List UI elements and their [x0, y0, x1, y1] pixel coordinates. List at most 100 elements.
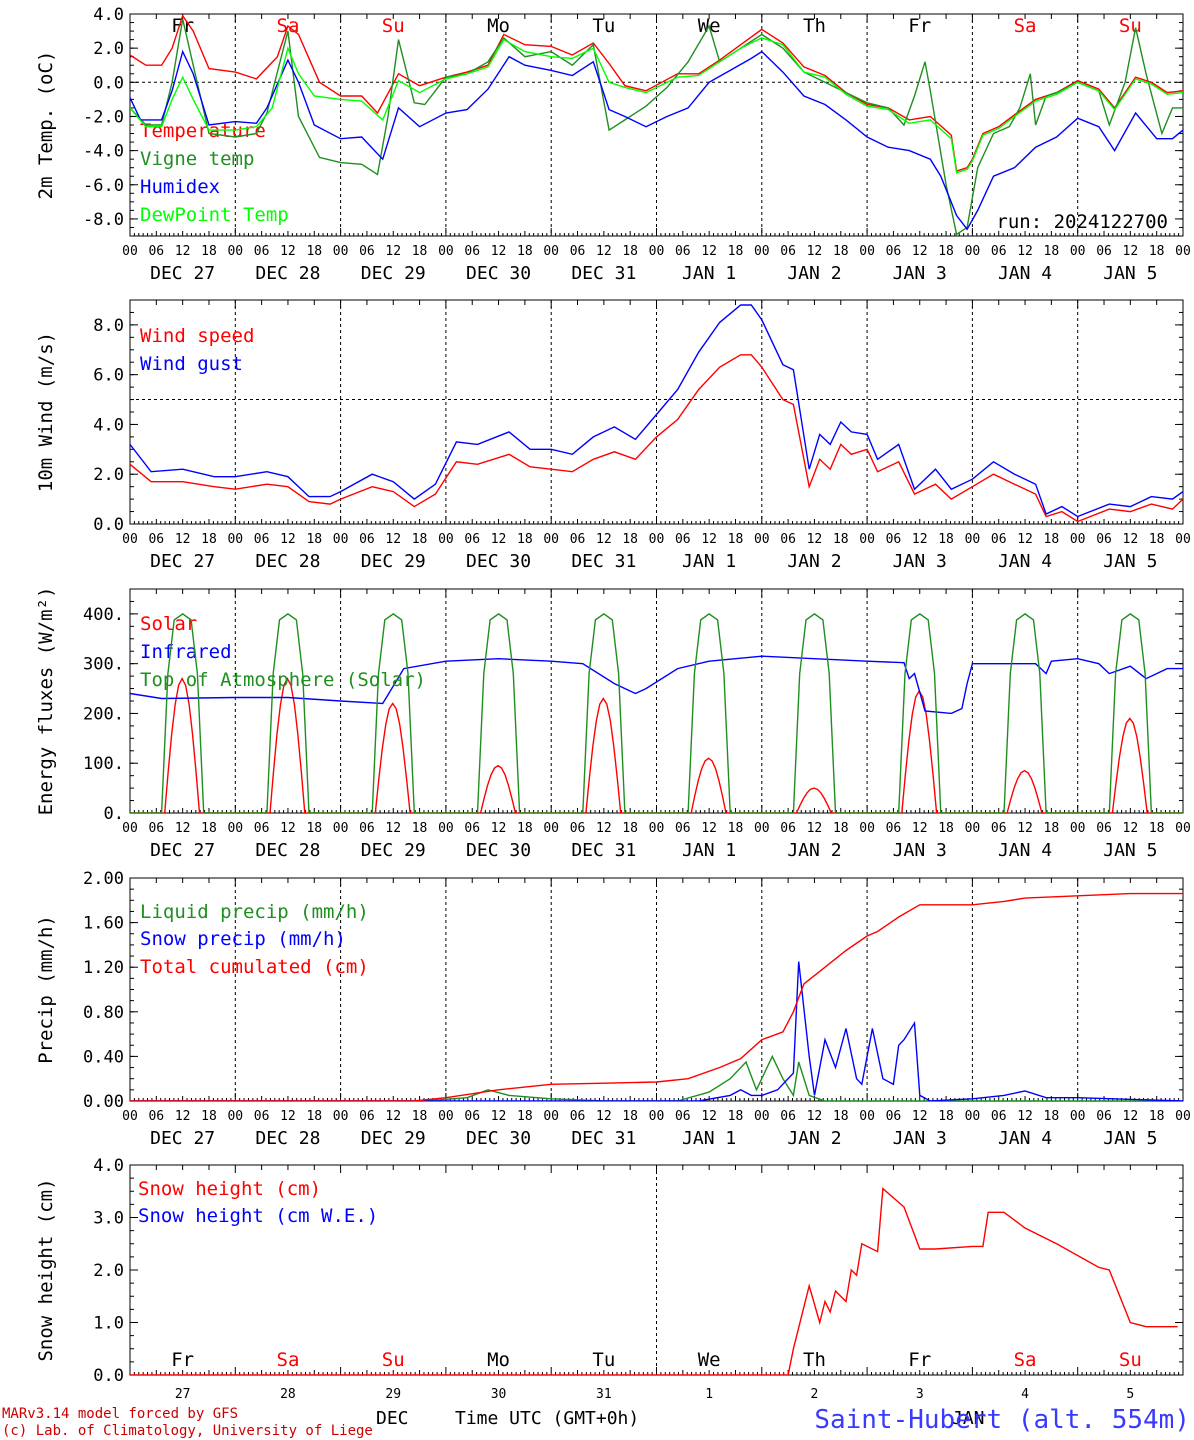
hour-label: 12 [596, 821, 612, 836]
day-number-label: 2 [811, 1387, 819, 1402]
hour-label: 18 [1044, 244, 1060, 259]
y-tick-label: 0. [104, 804, 124, 824]
hour-label: 06 [359, 244, 375, 259]
day-number-label: 27 [175, 1387, 191, 1402]
hour-label: 12 [280, 244, 296, 259]
y-tick-label: 300. [83, 655, 124, 675]
hour-label: 18 [306, 244, 322, 259]
y-tick-label: 4.0 [93, 1156, 124, 1176]
day-of-week-label: Mo [487, 1349, 510, 1371]
hour-label: 00 [122, 532, 138, 547]
hour-label: 12 [385, 821, 401, 836]
hour-label: 12 [175, 1109, 191, 1124]
date-label: JAN 1 [682, 551, 736, 572]
hour-label: 06 [886, 821, 902, 836]
hour-label: 00 [1070, 244, 1086, 259]
hour-label: 18 [517, 1109, 533, 1124]
hour-label: 06 [780, 532, 796, 547]
legend-entry: Solar [140, 613, 197, 635]
date-label: DEC 29 [361, 1128, 426, 1149]
day-of-week-label: Su [382, 15, 405, 37]
hour-label: 12 [807, 1109, 823, 1124]
hour-label: 06 [464, 821, 480, 836]
series-line-wind-speed [130, 354, 1183, 523]
hour-label: 18 [938, 244, 954, 259]
y-tick-label: 2.00 [83, 869, 124, 889]
hour-label: 00 [438, 1109, 454, 1124]
hour-label: 00 [1070, 1109, 1086, 1124]
day-of-week-label: Su [1119, 15, 1142, 37]
hour-label: 00 [333, 244, 349, 259]
hour-label: 00 [859, 821, 875, 836]
hour-label: 00 [1175, 244, 1191, 259]
hour-label: 12 [596, 532, 612, 547]
hour-label: 00 [754, 532, 770, 547]
hour-label: 00 [649, 244, 665, 259]
station-name: Saint-Hubert (alt. 554m) [814, 1405, 1190, 1435]
hour-label: 06 [886, 244, 902, 259]
hour-label: 18 [728, 532, 744, 547]
hour-label: 18 [1044, 821, 1060, 836]
hour-label: 06 [991, 244, 1007, 259]
date-label: JAN 1 [682, 263, 736, 284]
legend-entry: Humidex [140, 176, 220, 198]
date-label: JAN 3 [893, 1128, 947, 1149]
y-tick-label: 1.0 [93, 1314, 124, 1334]
lab-credit: (c) Lab. of Climatology, University of L… [2, 1423, 373, 1439]
hour-label: 12 [385, 244, 401, 259]
y-tick-label: 400. [83, 605, 124, 625]
series-line-top-of-atmosphere-solar- [130, 613, 1183, 813]
hour-label: 12 [491, 532, 507, 547]
hour-label: 12 [385, 1109, 401, 1124]
hour-label: 12 [596, 1109, 612, 1124]
hour-label: 12 [280, 821, 296, 836]
y-tick-label: -6.0 [83, 176, 124, 196]
series-line-total-cumulated-cm- [130, 892, 1183, 1101]
hour-label: 18 [1149, 244, 1165, 259]
y-tick-label: 2.0 [93, 39, 124, 59]
legend-entry: Wind speed [140, 325, 254, 347]
legend-entry: DewPoint Temp [140, 204, 289, 226]
hour-label: 00 [333, 1109, 349, 1124]
y-tick-label: -4.0 [83, 142, 124, 162]
y-tick-label: 3.0 [93, 1209, 124, 1229]
y-tick-label: 0.40 [83, 1047, 124, 1067]
hour-label: 06 [991, 532, 1007, 547]
day-of-week-label: Fr [171, 1349, 194, 1371]
y-tick-label: -2.0 [83, 107, 124, 127]
date-label: JAN 1 [682, 840, 736, 861]
hour-label: 12 [596, 244, 612, 259]
hour-label: 18 [728, 244, 744, 259]
hour-label: 06 [148, 1109, 164, 1124]
hour-label: 18 [201, 532, 217, 547]
hour-label: 12 [491, 244, 507, 259]
hour-label: 06 [359, 532, 375, 547]
date-label: DEC 28 [255, 1128, 320, 1149]
legend-entry: Top of Atmosphere (Solar) [140, 669, 426, 691]
series-line-liquid-precip-mm-h- [130, 1054, 1183, 1101]
time-axis-label: Time UTC (GMT+0h) [455, 1408, 639, 1429]
hour-label: 18 [833, 532, 849, 547]
hour-label: 06 [254, 1109, 270, 1124]
y-axis-label: 10m Wind (m/s) [35, 332, 57, 492]
hour-label: 18 [622, 1109, 638, 1124]
hour-label: 18 [938, 1109, 954, 1124]
date-label: JAN 3 [893, 840, 947, 861]
hour-label: 12 [1123, 821, 1139, 836]
legend-entry: Vigne temp [140, 148, 254, 170]
day-of-week-label: Fr [908, 15, 931, 37]
date-label: DEC 30 [466, 1128, 531, 1149]
model-credit: MARv3.14 model forced by GFS [2, 1406, 238, 1422]
legend-entry: Snow height (cm W.E.) [138, 1205, 378, 1227]
legend-entry: Wind gust [140, 353, 243, 375]
date-label: JAN 2 [787, 263, 841, 284]
hour-label: 00 [543, 821, 559, 836]
hour-label: 18 [201, 1109, 217, 1124]
series-line-humidex [130, 49, 1183, 231]
date-label: DEC 30 [466, 263, 531, 284]
day-number-label: 29 [385, 1387, 401, 1402]
hour-label: 00 [438, 244, 454, 259]
date-label: DEC 28 [255, 263, 320, 284]
panel-3: 400.300.200.100.0.00 06 12 18 00 06 12 18 00 06 12… [35, 587, 1191, 861]
hour-label: 18 [1044, 1109, 1060, 1124]
